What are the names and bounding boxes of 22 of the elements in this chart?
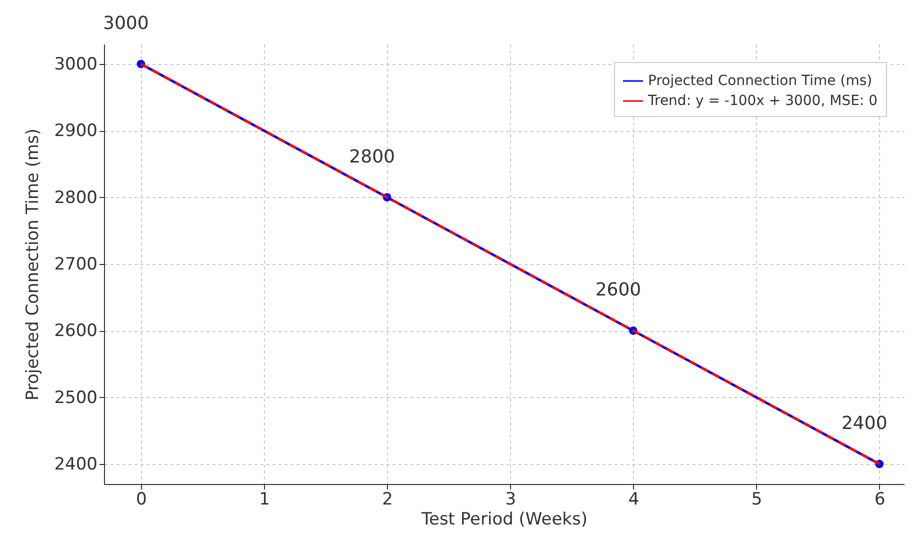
x-tick-label: 0 bbox=[136, 490, 147, 510]
x-tick-label: 6 bbox=[874, 490, 886, 510]
y-tick-label: 2700 bbox=[54, 254, 98, 274]
x-tick-label: 1 bbox=[259, 490, 270, 510]
y-axis-title: Projected Connection Time (ms) bbox=[23, 128, 44, 401]
y-tick-label: 2600 bbox=[54, 321, 98, 342]
data-label: 2400 bbox=[841, 413, 888, 434]
legend-label: Projected Connection Time (ms) bbox=[648, 73, 872, 89]
y-tick-label: 3000 bbox=[54, 54, 98, 74]
data-label: 3000 bbox=[103, 13, 149, 34]
data-label: 2600 bbox=[595, 280, 642, 301]
x-axis-title: Test Period (Weeks) bbox=[420, 510, 588, 530]
legend-label: Trend: y = -100x + 3000, MSE: 0 bbox=[647, 93, 878, 109]
y-tick-label: 2800 bbox=[54, 188, 98, 208]
y-tick-label: 2400 bbox=[54, 454, 98, 474]
x-tick-label: 3 bbox=[505, 490, 516, 510]
x-tick-label: 4 bbox=[628, 490, 640, 510]
y-tick-label: 2900 bbox=[54, 121, 98, 142]
data-label: 2800 bbox=[349, 146, 395, 168]
y-tick-label: 2500 bbox=[54, 388, 98, 408]
x-tick-label: 2 bbox=[382, 490, 393, 510]
x-tick-label: 5 bbox=[751, 490, 762, 510]
